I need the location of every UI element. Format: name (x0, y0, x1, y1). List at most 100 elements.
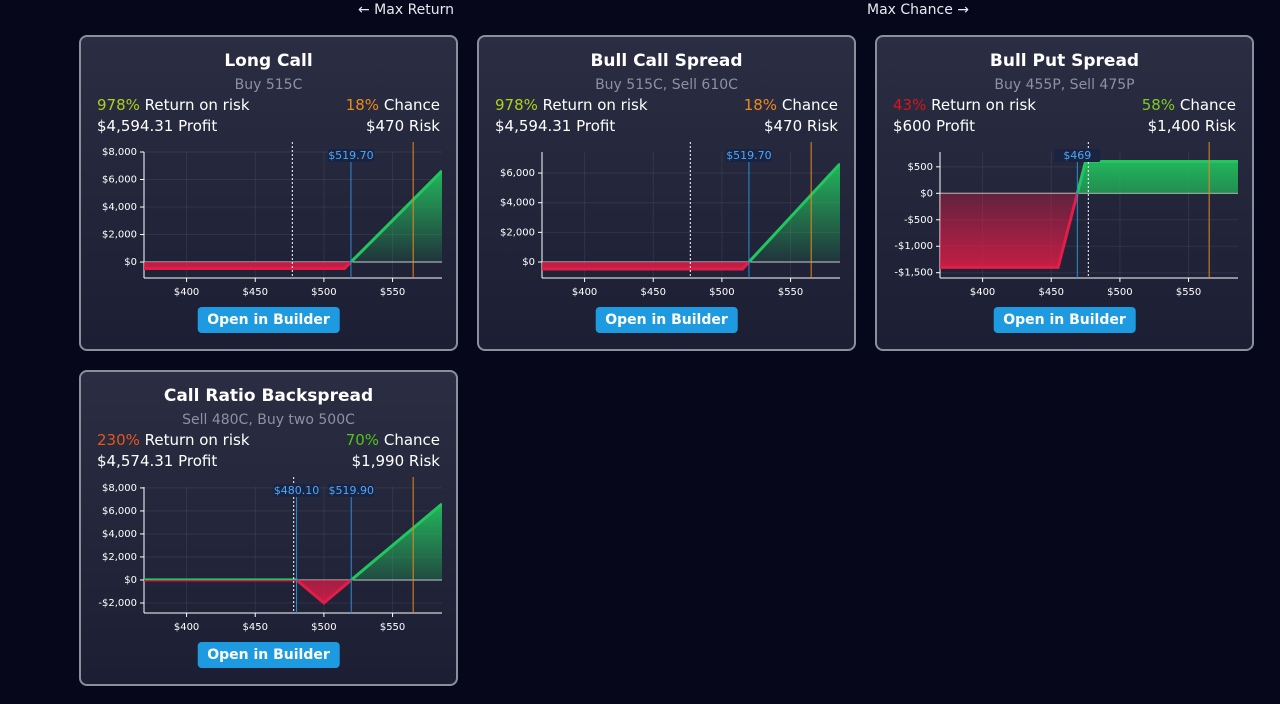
payoff-chart: $400 $450 $500 $550 $0 $2,000 $4,000 $6,000 $519… (500, 142, 840, 298)
y-tick-label: $8,000 (102, 147, 137, 158)
open-builder-button[interactable]: Open in Builder (197, 307, 340, 333)
y-tick-label: $500 (908, 162, 933, 173)
card-subtitle: Buy 515C (234, 77, 303, 93)
risk: $1,990 Risk (351, 452, 440, 470)
payoff-chart: $400 $450 $500 $550 -$2,000 $0 $2,000 $4,000 $6,… (98, 477, 442, 633)
x-tick-label: $450 (243, 622, 268, 633)
breakeven-label: $519.70 (726, 149, 772, 162)
y-tick-label: $2,000 (102, 552, 137, 563)
return-value: 978% (495, 96, 538, 114)
chance-value: 58% (1141, 96, 1176, 114)
x-tick-label: $500 (1107, 287, 1132, 298)
card-title: Bull Call Spread (590, 51, 743, 71)
y-tick-label: $0 (920, 188, 933, 199)
y-tick-label: $0 (522, 257, 535, 268)
payoff-line-loss (542, 261, 751, 271)
open-builder-button[interactable]: Open in Builder (197, 642, 340, 668)
y-tick-label: $4,000 (102, 529, 137, 540)
payoff-line-profit (746, 162, 840, 262)
payoff-line-loss (144, 579, 354, 605)
y-tick-label: -$500 (904, 215, 933, 226)
risk: $470 Risk (365, 117, 440, 135)
payoff-line-loss (940, 193, 1079, 269)
x-tick-label: $550 (380, 287, 405, 298)
payoff-line-loss (144, 262, 354, 271)
chance: 18% Chance (346, 96, 440, 114)
return: 978% Return on risk (495, 96, 648, 114)
loss-area (296, 579, 352, 603)
chance-label: Chance (781, 96, 838, 114)
card-title: Long Call (224, 51, 313, 71)
max-return-label: ← Max Return (358, 2, 455, 18)
return-label: Return on risk (144, 431, 250, 449)
breakeven-label: $519.70 (328, 149, 374, 162)
x-tick-label: $450 (243, 287, 268, 298)
strategy-card: Call Ratio Backspread Sell 480C, Buy two … (79, 370, 458, 686)
return-label: Return on risk (542, 96, 648, 114)
return: 230% Return on risk (97, 431, 250, 449)
x-tick-label: $500 (311, 287, 336, 298)
x-tick-label: $550 (778, 287, 803, 298)
profit-area (940, 161, 1238, 194)
profit-area (748, 163, 840, 262)
x-tick-label: $400 (970, 287, 995, 298)
y-tick-label: $6,000 (102, 506, 137, 517)
card-subtitle: Buy 515C, Sell 610C (595, 77, 738, 93)
return: 43% Return on risk (893, 96, 1036, 114)
breakeven-label-bg (327, 149, 374, 162)
y-tick-label: $6,000 (500, 168, 535, 179)
profit-area (144, 503, 442, 580)
stats-row: 978% Return on risk 18% Chance (97, 96, 440, 114)
payoff-line-profit (348, 169, 442, 263)
stats-row: $4,574.31 Profit $1,990 Risk (97, 452, 440, 470)
y-tick-label: $4,000 (102, 202, 137, 213)
stats-row: 978% Return on risk 18% Chance (495, 96, 838, 114)
y-tick-label: -$2,000 (98, 598, 137, 609)
breakeven-label: $519.90 (328, 484, 374, 497)
profit: $4,594.31 Profit (97, 117, 218, 135)
chance-value: 18% (345, 96, 380, 114)
profit: $4,594.31 Profit (495, 117, 616, 135)
breakeven-label: $469 (1063, 149, 1091, 162)
x-tick-label: $500 (311, 622, 336, 633)
loss-area (542, 261, 840, 269)
breakeven-label-bg (1054, 149, 1101, 162)
chance-label: Chance (383, 431, 440, 449)
chance: 70% Chance (346, 431, 440, 449)
card-subtitle: Sell 480C, Buy two 500C (182, 412, 355, 428)
payoff-line-profit (1075, 160, 1238, 194)
open-builder-button[interactable]: Open in Builder (993, 307, 1136, 333)
chance-label: Chance (383, 96, 440, 114)
strategy-card: Bull Call Spread Buy 515C, Sell 610C 978% … (477, 35, 856, 351)
open-builder-button[interactable]: Open in Builder (595, 307, 738, 333)
chance-value: 70% (345, 431, 380, 449)
return-value: 978% (97, 96, 140, 114)
return-label: Return on risk (144, 96, 250, 114)
y-tick-label: -$1,000 (894, 241, 933, 252)
stats-row: 230% Return on risk 70% Chance (97, 431, 440, 449)
risk: $470 Risk (763, 117, 838, 135)
x-tick-label: $400 (174, 287, 199, 298)
loss-area (144, 262, 442, 269)
card-subtitle: Buy 455P, Sell 475P (994, 77, 1135, 93)
breakeven-label-bg (725, 149, 772, 162)
x-tick-label: $400 (572, 287, 597, 298)
max-chance-label: Max Chance → (867, 2, 969, 18)
return: 978% Return on risk (97, 96, 250, 114)
return-value: 230% (97, 431, 140, 449)
x-tick-label: $450 (1039, 287, 1064, 298)
stats-row: $4,594.31 Profit $470 Risk (495, 117, 838, 135)
x-tick-label: $550 (380, 622, 405, 633)
strategy-card: Long Call Buy 515C 978% Return on risk 18% … (79, 35, 458, 351)
y-tick-label: -$1,500 (894, 268, 933, 279)
y-tick-label: $4,000 (500, 198, 535, 209)
chance: 58% Chance (1142, 96, 1236, 114)
risk: $1,400 Risk (1147, 117, 1236, 135)
y-tick-label: $2,000 (500, 227, 535, 238)
profit: $600 Profit (893, 117, 976, 135)
x-tick-label: $450 (641, 287, 666, 298)
card-title: Bull Put Spread (989, 51, 1140, 71)
stats-row: $600 Profit $1,400 Risk (893, 117, 1236, 135)
y-tick-label: $2,000 (102, 230, 137, 241)
